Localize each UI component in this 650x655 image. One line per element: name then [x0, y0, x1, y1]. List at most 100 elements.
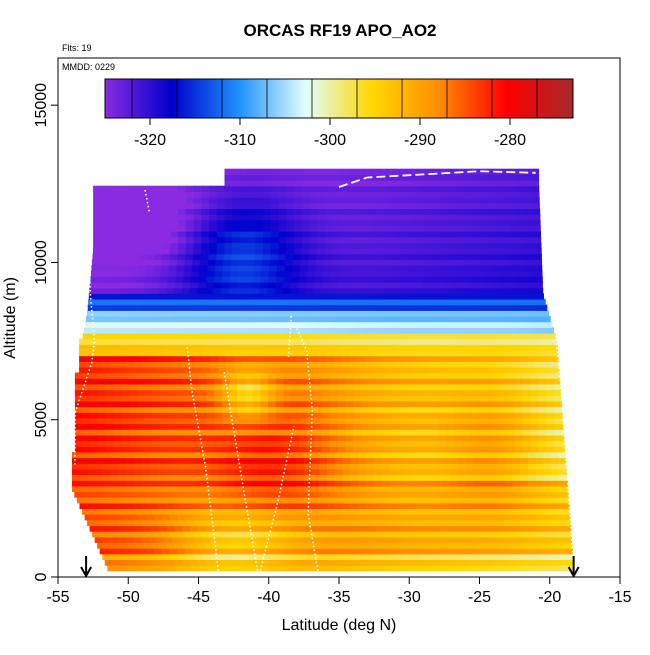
heatmap-cell [286, 248, 295, 255]
heatmap-cell [263, 174, 272, 181]
heatmap-cell [433, 197, 442, 204]
heatmap-cell [233, 310, 242, 317]
heatmap-cell [561, 525, 570, 532]
heatmap-cell [305, 559, 314, 566]
heatmap-cell [329, 378, 339, 385]
heatmap-cell [486, 253, 495, 260]
heatmap-cell [214, 429, 223, 436]
heatmap-cell [393, 531, 402, 538]
heatmap-cell [93, 219, 102, 226]
heatmap-cell [417, 242, 426, 249]
heatmap-cell [372, 344, 381, 351]
heatmap-cell [221, 372, 230, 379]
heatmap-cell [228, 287, 237, 294]
heatmap-cell [383, 282, 392, 289]
heatmap-cell [386, 180, 396, 187]
heatmap-cell [376, 372, 385, 379]
heatmap-cell [535, 361, 544, 368]
heatmap-cell [424, 565, 433, 572]
heatmap-cell [94, 355, 103, 362]
heatmap-cell [345, 378, 354, 385]
heatmap-cell [318, 536, 328, 543]
heatmap-cell [310, 349, 320, 357]
heatmap-cell [214, 434, 223, 442]
heatmap-cell [518, 191, 527, 198]
heatmap-cell [517, 548, 526, 555]
heatmap-cell [228, 542, 237, 549]
heatmap-cell [105, 383, 115, 391]
heatmap-cell [329, 423, 339, 430]
heatmap-cell [339, 253, 349, 260]
heatmap-cell [232, 248, 241, 255]
heatmap-cell [412, 485, 421, 493]
heatmap-cell [110, 349, 119, 357]
heatmap-cell [394, 236, 403, 243]
heatmap-cell [463, 321, 472, 328]
heatmap-cell [200, 321, 210, 328]
heatmap-cell [74, 491, 83, 498]
heatmap-cell [525, 514, 534, 521]
heatmap-cell [218, 457, 228, 464]
heatmap-cell [79, 366, 88, 374]
heatmap-cell [430, 332, 439, 340]
heatmap-cell [401, 565, 410, 572]
heatmap-cell [270, 236, 280, 243]
heatmap-cell [453, 440, 462, 447]
heatmap-cell [406, 559, 415, 566]
heatmap-cell [290, 508, 299, 515]
heatmap-cell [488, 349, 497, 357]
heatmap-cell [530, 395, 540, 402]
heatmap-cell [162, 242, 171, 249]
heatmap-cell [342, 463, 351, 470]
heatmap-cell [443, 468, 452, 476]
heatmap-cell [390, 559, 399, 566]
heatmap-cell [192, 497, 202, 504]
heatmap-cell [538, 400, 547, 408]
heatmap-cell [538, 378, 547, 385]
heatmap-cell [483, 282, 493, 289]
heatmap-cell [221, 282, 230, 289]
heatmap-cell [360, 429, 370, 436]
heatmap-cell [558, 366, 560, 374]
heatmap-cell [280, 366, 289, 374]
heatmap-cell [113, 383, 122, 391]
heatmap-cell [207, 565, 217, 572]
heatmap-cell [473, 338, 482, 345]
heatmap-cell [193, 253, 202, 260]
heatmap-cell [232, 185, 241, 192]
heatmap-cell [422, 400, 431, 408]
heatmap-cell [461, 434, 470, 442]
heatmap-cell [110, 519, 119, 527]
heatmap-cell [403, 310, 412, 317]
heatmap-cell [455, 497, 464, 504]
heatmap-cell [379, 202, 388, 209]
heatmap-cell [283, 332, 293, 340]
heatmap-cell [129, 400, 138, 408]
heatmap-cell [275, 389, 285, 396]
heatmap-cell [399, 417, 408, 425]
heatmap-cell [419, 344, 428, 351]
heatmap-cell [131, 202, 141, 209]
heatmap-cell [284, 265, 293, 272]
heatmap-cell [337, 423, 346, 430]
heatmap-cell [316, 321, 325, 328]
heatmap-cell [141, 310, 150, 317]
heatmap-cell [520, 502, 529, 510]
heatmap-cell [98, 372, 107, 379]
heatmap-cell [539, 270, 543, 277]
heatmap-cell [387, 315, 396, 323]
heatmap-cell [195, 451, 204, 459]
heatmap-cell [345, 383, 354, 391]
heatmap-cell [485, 327, 494, 334]
heatmap-cell [295, 553, 304, 560]
heatmap-cell [122, 259, 132, 266]
heatmap-cell [311, 502, 320, 510]
heatmap-cell [126, 463, 135, 470]
heatmap-cell [394, 174, 403, 181]
heatmap-cell [188, 457, 197, 464]
heatmap-cell [159, 525, 168, 532]
heatmap-cell [414, 378, 424, 385]
heatmap-cell [239, 236, 249, 243]
heatmap-cell [473, 366, 482, 374]
heatmap-cell [255, 197, 264, 204]
